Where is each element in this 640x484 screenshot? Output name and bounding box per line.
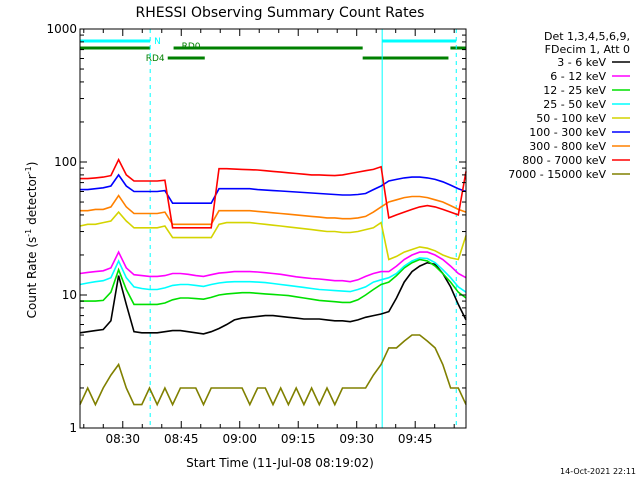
- series-line: [80, 258, 467, 306]
- y-tick-label: 10: [62, 288, 77, 302]
- legend-label: 100 - 300 keV: [529, 126, 606, 139]
- y-tick-label: 1: [69, 421, 77, 435]
- chart-title: RHESSI Observing Summary Count Rates: [136, 5, 425, 21]
- series-line: [80, 157, 467, 229]
- legend-label: 7000 - 15000 keV: [508, 168, 606, 181]
- x-tick-label: 09:00: [222, 432, 257, 446]
- y-tick-label: 100: [54, 155, 77, 169]
- legend-label: 6 - 12 keV: [550, 70, 606, 83]
- series-line: [79, 257, 467, 293]
- plot-area: N RD0 RD4 1 10 100 1000 08:30 08:45 09:00 09:15 09:…: [46, 22, 467, 446]
- legend-label: 50 - 100 keV: [536, 112, 606, 125]
- y-axis-title: Count Rate (s-1 detector-1): [24, 162, 39, 319]
- legend-label: 25 - 50 keV: [543, 98, 606, 111]
- legend: Det 1,3,4,5,6,9, FDecim 1, Att 0 3 - 6 k…: [508, 30, 630, 181]
- annotation-label: RD4: [146, 54, 165, 64]
- legend-label: 300 - 800 keV: [529, 140, 606, 153]
- annotation-label: N: [154, 37, 161, 47]
- legend-header-line1: Det 1,3,4,5,6,9,: [544, 30, 630, 43]
- x-tick-label: 09:15: [281, 432, 316, 446]
- x-tick-label: 09:45: [398, 432, 433, 446]
- plot-frame: [79, 28, 467, 429]
- series-line: [80, 194, 467, 226]
- series-line: [79, 210, 467, 261]
- series-line: [79, 334, 467, 407]
- y-tick-label: 1000: [46, 22, 77, 36]
- legend-header-line2: FDecim 1, Att 0: [545, 43, 630, 56]
- footer-date: 14-Oct-2021 22:11: [560, 467, 636, 476]
- legend-label: 3 - 6 keV: [557, 56, 606, 69]
- annotation-label: RD0: [182, 42, 201, 52]
- legend-label: 800 - 7000 keV: [522, 154, 606, 167]
- x-tick-label: 08:30: [105, 432, 140, 446]
- series-line: [79, 250, 467, 283]
- legend-label: 12 - 25 keV: [543, 84, 606, 97]
- x-axis-title: Start Time (11-Jul-08 08:19:02): [186, 456, 374, 470]
- series-line: [80, 173, 467, 204]
- x-tick-label: 09:30: [339, 432, 374, 446]
- x-tick-label: 08:45: [164, 432, 199, 446]
- series-line: [79, 261, 467, 335]
